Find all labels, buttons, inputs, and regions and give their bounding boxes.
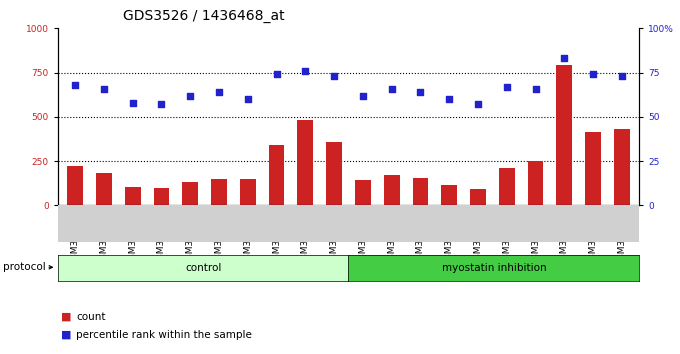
- Bar: [297, 120, 313, 205]
- Point: [501, 84, 512, 90]
- Point: [473, 102, 483, 107]
- Point: [386, 86, 397, 91]
- Bar: [556, 65, 573, 205]
- Bar: [614, 129, 630, 205]
- Bar: [355, 180, 371, 205]
- Point: [156, 102, 167, 107]
- Point: [617, 73, 628, 79]
- Bar: [124, 187, 141, 205]
- Bar: [96, 172, 112, 205]
- Bar: [413, 178, 428, 205]
- Point: [530, 86, 541, 91]
- Text: myostatin inhibition: myostatin inhibition: [441, 263, 546, 273]
- Text: GDS3526 / 1436468_at: GDS3526 / 1436468_at: [123, 9, 285, 23]
- Point: [242, 96, 253, 102]
- Text: control: control: [185, 263, 221, 273]
- Bar: [384, 175, 400, 205]
- Point: [271, 72, 282, 77]
- Bar: [269, 145, 284, 205]
- Text: ■: ■: [61, 312, 71, 322]
- Point: [588, 72, 598, 77]
- Bar: [470, 188, 486, 205]
- Bar: [585, 132, 601, 205]
- Point: [185, 93, 196, 98]
- Text: count: count: [76, 312, 105, 322]
- Bar: [67, 166, 83, 205]
- Bar: [154, 188, 169, 205]
- Bar: [211, 179, 227, 205]
- Bar: [240, 179, 256, 205]
- Point: [300, 68, 311, 74]
- Bar: [499, 168, 515, 205]
- Point: [127, 100, 138, 105]
- Point: [69, 82, 80, 88]
- Point: [444, 96, 455, 102]
- Text: ■: ■: [61, 330, 71, 339]
- Point: [415, 89, 426, 95]
- Bar: [528, 161, 543, 205]
- Point: [328, 73, 339, 79]
- Bar: [182, 182, 198, 205]
- Text: percentile rank within the sample: percentile rank within the sample: [76, 330, 252, 339]
- Point: [214, 89, 224, 95]
- Point: [559, 56, 570, 61]
- Bar: [441, 185, 457, 205]
- Point: [358, 93, 369, 98]
- Bar: [326, 142, 342, 205]
- Point: [99, 86, 109, 91]
- Text: protocol: protocol: [3, 262, 46, 272]
